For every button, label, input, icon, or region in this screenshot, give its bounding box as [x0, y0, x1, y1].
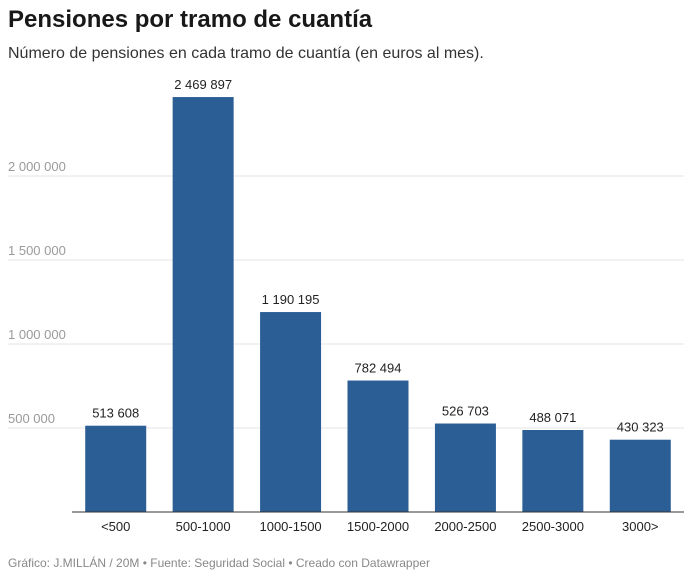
- data-label: 513 608: [92, 406, 139, 421]
- data-label: 2 469 897: [174, 77, 232, 92]
- bar: [260, 312, 322, 512]
- x-tick-label: 500-1000: [176, 519, 231, 534]
- data-label: 430 323: [617, 420, 664, 435]
- x-tick-label: 1000-1500: [259, 519, 321, 534]
- bar: [172, 97, 234, 512]
- y-tick-label: 1 000 000: [8, 327, 66, 342]
- bar: [85, 425, 147, 512]
- x-tick-label: 2000-2500: [434, 519, 496, 534]
- data-label: 782 494: [355, 361, 402, 376]
- bar-chart: 500 000 1 000 000 1 500 000 2 000 000 513 60…: [8, 77, 684, 534]
- data-label: 1 190 195: [262, 292, 320, 307]
- x-tick-label: 2500-3000: [522, 519, 584, 534]
- bar: [522, 430, 584, 512]
- data-label: 488 071: [529, 410, 576, 425]
- y-tick-label: 2 000 000: [8, 159, 66, 174]
- y-tick-label: 1 500 000: [8, 243, 66, 258]
- x-tick-label: <500: [101, 519, 130, 534]
- bar: [347, 380, 409, 512]
- chart-footer-credit: Gráfico: J.MILLÁN / 20M • Fuente: Seguri…: [8, 556, 430, 570]
- chart-title: Pensiones por tramo de cuantía: [8, 6, 373, 33]
- bar: [434, 423, 496, 512]
- chart-subtitle: Número de pensiones en cada tramo de cua…: [8, 45, 484, 62]
- x-tick-label: 1500-2000: [347, 519, 409, 534]
- x-tick-label: 3000>: [622, 519, 659, 534]
- bar: [609, 439, 671, 512]
- data-label: 526 703: [442, 404, 489, 419]
- y-tick-label: 500 000: [8, 411, 55, 426]
